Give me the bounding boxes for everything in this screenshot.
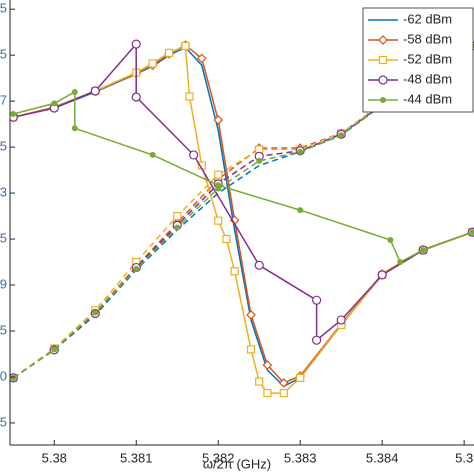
x-tick-label: 5.383 [284,450,317,465]
marker [380,97,386,103]
y-tick-label: 5 [0,414,7,429]
marker [71,125,78,132]
marker [51,100,58,107]
marker [312,335,322,345]
marker [378,55,388,65]
marker [181,41,190,51]
legend-label: -62 dBm [403,11,452,26]
marker [214,170,223,179]
legend-label: -48 dBm [403,71,452,86]
marker [215,185,222,192]
marker [256,157,263,164]
marker [255,377,264,386]
marker [377,270,387,280]
marker [336,315,346,325]
marker [297,207,304,214]
y-tick-label: 5 [0,1,7,16]
marker [185,92,194,101]
marker [164,48,174,57]
marker [148,59,157,68]
y-tick-label: 5 [0,322,7,337]
marker [397,259,404,266]
marker [263,388,272,398]
marker [10,374,17,381]
marker [51,346,58,353]
marker [387,236,394,243]
y-tick-label: 5 [0,230,7,245]
x-tick-label: 5.3 [455,450,473,465]
marker [189,150,199,160]
y-tick-label: 0 [0,368,7,383]
y-tick-label: 5 [0,47,7,62]
marker [131,92,141,102]
marker [278,378,289,388]
y-tick-label: 9 [0,276,7,291]
marker [312,295,322,305]
marker [131,39,141,49]
marker [174,224,181,231]
marker [420,247,427,254]
marker [246,345,256,354]
marker [149,151,156,158]
marker [262,360,273,370]
legend-label: -52 dBm [403,51,452,66]
marker [378,75,388,85]
marker [90,86,100,96]
x-tick-label: 5.38 [42,450,67,465]
marker [222,234,231,244]
marker [378,35,388,45]
marker [246,310,256,320]
legend-label: -44 dBm [403,91,452,106]
x-tick-label: 5.384 [366,450,399,465]
y-tick-label: 7 [0,93,7,108]
marker [213,115,224,125]
y-tick-label: 3 [0,185,7,200]
marker [133,265,140,272]
marker [469,229,474,236]
x-tick-label: 5.382 [202,450,235,465]
marker [173,211,182,221]
marker [71,88,78,95]
marker [230,267,239,276]
marker [196,53,207,64]
legend-label: -58 dBm [403,31,452,46]
x-axis-label: ω/2π (GHz) [203,456,271,471]
marker [10,111,17,118]
x-tick-label: 5.381 [120,450,153,465]
marker [92,309,99,316]
marker [254,260,264,270]
marker [214,216,223,225]
marker [279,388,288,398]
marker [296,373,305,382]
marker [297,148,304,155]
marker [338,132,345,139]
y-tick-label: 5 [0,139,7,154]
